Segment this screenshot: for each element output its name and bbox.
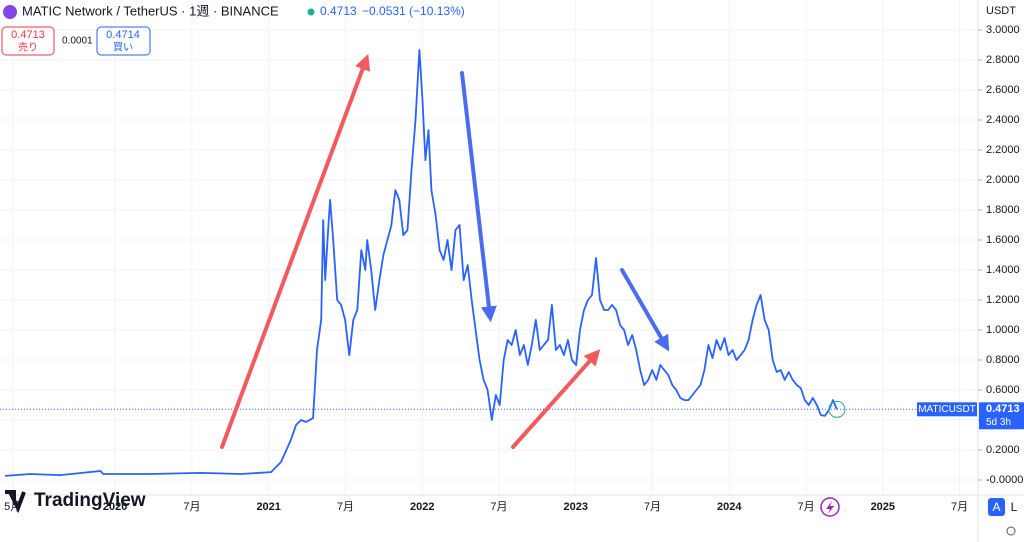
arrow bbox=[220, 54, 371, 449]
header-price: 0.4713 bbox=[320, 4, 357, 18]
y-tick-label: 2.2000 bbox=[986, 144, 1020, 156]
arrow bbox=[620, 268, 670, 352]
sell-price: 0.4713 bbox=[11, 29, 45, 41]
y-tick-label: 2.4000 bbox=[986, 114, 1020, 126]
price-tag-label: 0.4713 bbox=[986, 403, 1020, 415]
price-line bbox=[5, 49, 838, 477]
x-tick-label: 7月 bbox=[490, 501, 507, 513]
y-tick-label: 0.2000 bbox=[986, 444, 1020, 456]
sell-button[interactable] bbox=[1, 26, 55, 56]
y-tick-label: 2.6000 bbox=[986, 84, 1020, 96]
brand-logo bbox=[5, 490, 26, 513]
last-point bbox=[828, 400, 846, 418]
symbol-title: MATIC Network / TetherUS · 1週 · BINANCE bbox=[22, 3, 279, 18]
y-tick-label: 1.0000 bbox=[986, 324, 1020, 336]
auto-button[interactable] bbox=[988, 498, 1005, 516]
currency[interactable]: USDT bbox=[986, 5, 1016, 17]
status-dot bbox=[307, 8, 315, 16]
symbol-tag bbox=[917, 402, 977, 417]
x-tick-label: 2023 bbox=[564, 501, 588, 513]
auto-label: A bbox=[992, 500, 1000, 514]
x-tick-label: 7月 bbox=[951, 501, 968, 513]
bolt bbox=[826, 501, 834, 514]
y-tick-label: 2.8000 bbox=[986, 54, 1020, 66]
x-tick-label: 2021 bbox=[256, 501, 280, 513]
arrow bbox=[511, 349, 601, 449]
countdown: 5d 3h bbox=[986, 417, 1011, 428]
grid bbox=[0, 0, 978, 495]
x-tick-label: 7月 bbox=[183, 501, 200, 513]
y-tick-label: 0.8000 bbox=[986, 354, 1020, 366]
y-tick-label: -0.0000 bbox=[986, 474, 1023, 486]
arrow bbox=[460, 71, 497, 323]
x-tick-label: 2024 bbox=[717, 501, 742, 513]
y-tick-label: 1.6000 bbox=[986, 234, 1020, 246]
brand: TradingView bbox=[34, 490, 146, 511]
spread: 0.0001 bbox=[62, 36, 93, 47]
symbol-tag-label: MATICUSDT bbox=[918, 404, 976, 415]
y-tick-label: 3.0000 bbox=[986, 24, 1020, 36]
x-tick-label: 2020 bbox=[103, 501, 127, 513]
y-tick-label: 1.8000 bbox=[986, 204, 1020, 216]
price-tag bbox=[979, 402, 1024, 430]
x-tick-label: 7月 bbox=[337, 501, 354, 513]
x-tick-label: 7月 bbox=[644, 501, 661, 513]
y-tick-label: 1.2000 bbox=[986, 294, 1020, 306]
header-change: −0.0531 (−10.13%) bbox=[362, 4, 465, 18]
x-tick-label: 7月 bbox=[797, 501, 814, 513]
settings-icon[interactable] bbox=[1006, 526, 1016, 536]
x-tick-label: 5月 bbox=[4, 501, 21, 513]
x-tick-label: 2025 bbox=[871, 501, 895, 513]
log-label[interactable]: L bbox=[1011, 500, 1018, 514]
symbol-icon bbox=[3, 5, 17, 19]
x-tick-label: 2022 bbox=[410, 501, 434, 513]
sell-label: 売り bbox=[18, 41, 38, 54]
annotations bbox=[220, 54, 670, 449]
y-tick-label: 0.6000 bbox=[986, 384, 1020, 396]
y-tick-label: 2.0000 bbox=[986, 174, 1020, 186]
y-tick-label: 1.4000 bbox=[986, 264, 1020, 276]
plot bbox=[0, 49, 978, 477]
buy-price: 0.4714 bbox=[106, 29, 140, 41]
buy-label: 買い bbox=[113, 42, 133, 54]
buy-button[interactable] bbox=[96, 26, 151, 56]
